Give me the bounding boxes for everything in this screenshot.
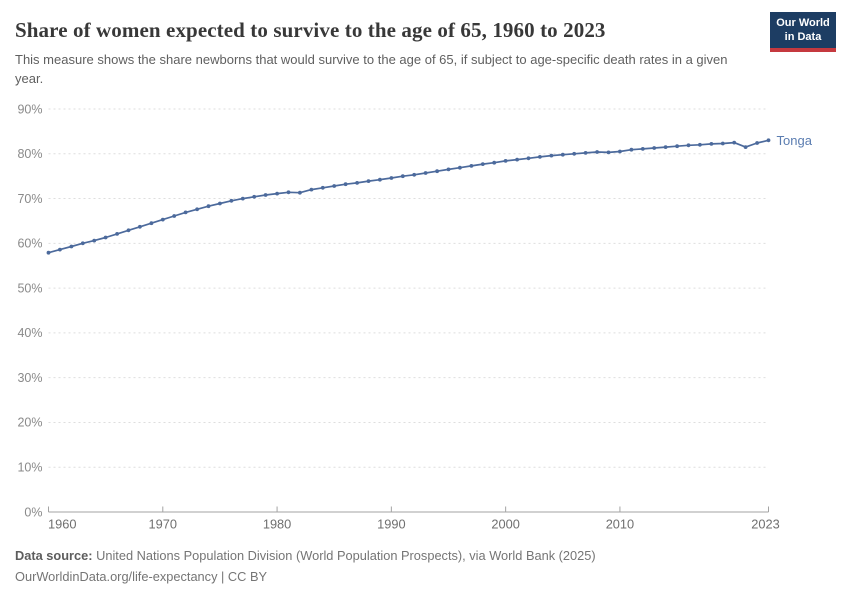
data-point[interactable]: [320, 185, 325, 190]
data-point[interactable]: [732, 140, 737, 145]
y-axis-tick-label: 40%: [17, 326, 42, 340]
data-point[interactable]: [138, 224, 142, 229]
data-point[interactable]: [755, 141, 759, 145]
y-axis-tick-label: 60%: [17, 237, 42, 251]
owid-logo-line2: in Data: [784, 31, 822, 44]
data-point[interactable]: [412, 172, 417, 177]
data-point[interactable]: [606, 150, 611, 155]
data-point[interactable]: [400, 174, 405, 179]
x-axis-tick-label: 1990: [377, 517, 405, 532]
x-axis-tick-label: 2010: [606, 517, 634, 532]
data-point[interactable]: [286, 190, 291, 195]
data-point[interactable]: [183, 210, 188, 215]
data-point[interactable]: [46, 250, 51, 255]
data-point[interactable]: [195, 207, 200, 212]
x-axis-tick-label: 1970: [149, 517, 177, 532]
data-point[interactable]: [103, 235, 108, 240]
data-point[interactable]: [115, 232, 119, 236]
x-axis-tick-label: 2000: [491, 517, 519, 532]
data-point[interactable]: [743, 145, 748, 149]
data-point[interactable]: [378, 177, 382, 182]
data-point[interactable]: [252, 194, 257, 199]
data-point[interactable]: [423, 171, 428, 175]
data-point[interactable]: [709, 142, 714, 146]
data-point[interactable]: [663, 145, 668, 149]
x-axis-tick-label: 1980: [263, 517, 291, 532]
data-point[interactable]: [675, 144, 679, 149]
y-axis-tick-label: 90%: [17, 102, 42, 116]
data-source-label: Data source:: [15, 548, 93, 563]
data-point[interactable]: [435, 169, 439, 174]
data-point[interactable]: [766, 138, 771, 143]
data-point[interactable]: [160, 217, 165, 222]
owid-logo-text: Our World in Data: [770, 12, 836, 48]
data-point[interactable]: [538, 155, 542, 159]
data-point[interactable]: [389, 176, 394, 180]
data-point[interactable]: [240, 196, 245, 201]
data-point[interactable]: [263, 193, 268, 197]
data-point[interactable]: [560, 152, 565, 157]
data-point[interactable]: [218, 201, 222, 206]
data-point[interactable]: [549, 153, 554, 158]
series-label[interactable]: Tonga: [777, 133, 813, 148]
chart-canvas[interactable]: 0% 10% 20% 30% 40% 50% 60% 70% 80% 90% 1960 1970 198…: [0, 95, 850, 555]
owid-logo-red-bar: [770, 47, 836, 52]
data-point[interactable]: [526, 156, 531, 161]
data-point[interactable]: [629, 147, 634, 152]
owid-logo-line1: Our World: [776, 17, 830, 29]
y-axis-tick-label: 30%: [17, 371, 42, 385]
data-point[interactable]: [343, 182, 348, 187]
line-chart[interactable]: 0% 10% 20% 30% 40% 50% 60% 70% 80% 90% 1960 1970 198…: [0, 95, 850, 555]
data-source-line: Data source: United Nations Population D…: [15, 545, 835, 566]
x-axis-tick-label: 2023: [751, 517, 779, 532]
data-point[interactable]: [275, 191, 279, 196]
data-point[interactable]: [572, 151, 577, 156]
data-point[interactable]: [583, 151, 588, 155]
data-point[interactable]: [618, 149, 622, 154]
y-axis-tick-label: 80%: [17, 147, 42, 161]
data-point[interactable]: [149, 221, 154, 226]
data-point[interactable]: [458, 165, 462, 170]
data-point[interactable]: [92, 238, 97, 243]
x-axis-tick-label: 1960: [48, 517, 76, 532]
data-point[interactable]: [652, 146, 657, 150]
chart-subtitle: This measure shows the share newborns th…: [15, 52, 728, 86]
owid-logo[interactable]: Our World in Data: [770, 12, 836, 52]
chart-footer: Data source: United Nations Population D…: [15, 545, 835, 587]
y-axis-tick-label: 70%: [17, 192, 42, 206]
chart-title: Share of women expected to survive to th…: [15, 18, 606, 42]
data-point[interactable]: [446, 167, 451, 172]
credit-line: OurWorldinData.org/life-expectancy | CC …: [15, 569, 268, 585]
data-point[interactable]: [229, 198, 234, 203]
data-point[interactable]: [492, 160, 497, 165]
y-axis-tick-label: 50%: [17, 281, 42, 295]
y-axis-tick-label: 10%: [17, 461, 42, 475]
data-point[interactable]: [309, 187, 314, 192]
data-point[interactable]: [469, 164, 474, 168]
data-point[interactable]: [58, 247, 62, 252]
data-point[interactable]: [126, 228, 131, 233]
data-source-text: United Nations Population Division (Worl…: [96, 548, 596, 563]
data-point[interactable]: [480, 162, 485, 166]
data-point[interactable]: [503, 159, 508, 163]
data-point[interactable]: [355, 181, 359, 185]
data-point[interactable]: [640, 147, 645, 151]
data-point[interactable]: [366, 179, 371, 183]
data-point[interactable]: [172, 214, 177, 218]
data-point[interactable]: [515, 157, 519, 162]
data-point[interactable]: [298, 190, 302, 195]
data-point[interactable]: [69, 244, 74, 249]
data-point[interactable]: [332, 184, 337, 188]
data-point[interactable]: [595, 150, 599, 154]
data-point[interactable]: [698, 142, 702, 147]
y-axis-tick-label: 0%: [24, 505, 42, 519]
chart-header: Share of women expected to survive to th…: [0, 0, 850, 89]
y-axis-tick-label: 20%: [17, 416, 42, 430]
data-point[interactable]: [686, 143, 691, 148]
data-point[interactable]: [720, 141, 725, 146]
data-point[interactable]: [80, 241, 85, 246]
data-point[interactable]: [206, 204, 211, 209]
trend-line[interactable]: [47, 139, 770, 254]
